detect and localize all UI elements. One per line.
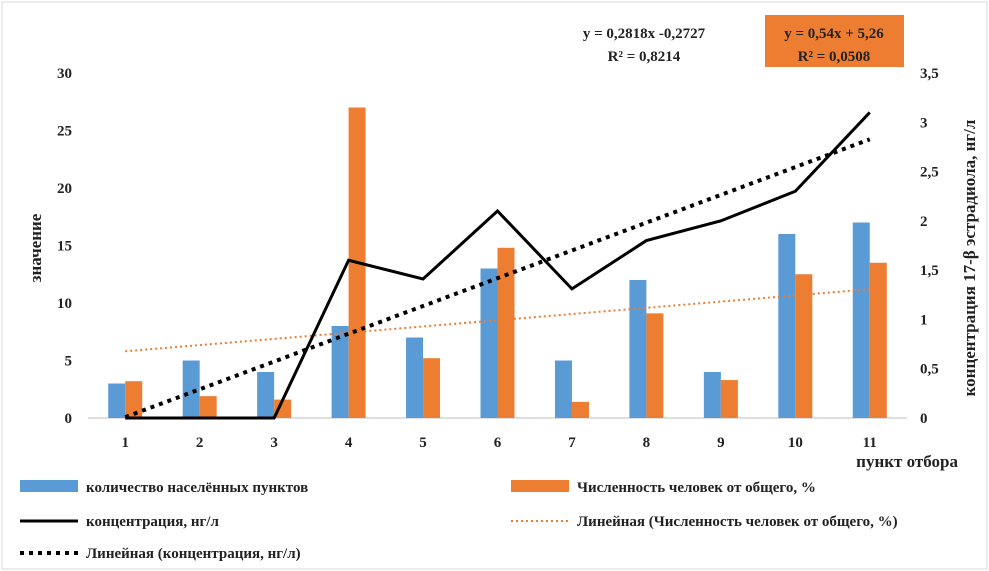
legend-label: Линейная (концентрация, нг/л)	[86, 546, 301, 562]
legend-label: Численность человек от общего, %	[577, 480, 816, 496]
y-tick-label: 20	[57, 181, 72, 197]
bar-population	[497, 247, 515, 418]
bar-population	[423, 358, 441, 418]
y2-tick-label: 3	[920, 115, 928, 131]
legend-swatch	[511, 480, 569, 492]
x-tick-label: 3	[270, 435, 278, 451]
x-tick-label: 2	[196, 435, 204, 451]
bar-settlements	[554, 360, 572, 418]
legend-swatch	[20, 480, 78, 492]
bar-settlements	[703, 372, 721, 418]
y2-axis-title: концентрация 17-β эстрадиола, нг/л	[960, 119, 979, 396]
x-tick-label: 10	[788, 435, 803, 451]
y-tick-label: 0	[65, 411, 73, 427]
y2-tick-label: 1	[920, 312, 928, 328]
bar-settlements	[331, 326, 349, 418]
bar-settlements	[108, 383, 126, 418]
y2-tick-label: 0	[920, 411, 928, 427]
x-tick-label: 6	[494, 435, 502, 451]
bar-settlements	[257, 372, 275, 418]
x-tick-label: 5	[419, 435, 427, 451]
y2-tick-label: 2,5	[920, 165, 939, 181]
y-tick-label: 15	[57, 239, 72, 255]
legend-label: количество населённых пунктов	[86, 480, 308, 496]
bar-population	[199, 396, 217, 418]
bar-population	[125, 381, 143, 418]
x-tick-label: 7	[568, 435, 576, 451]
bar-population	[571, 401, 589, 418]
y-tick-label: 30	[57, 66, 72, 82]
bar-settlements	[480, 268, 498, 418]
bar-population	[720, 380, 738, 418]
bar-settlements	[778, 234, 796, 418]
x-axis-title: пункт отбора	[856, 452, 958, 471]
r2-concentration: R² = 0,8214	[608, 49, 681, 65]
bar-population	[869, 262, 887, 418]
bar-settlements	[182, 360, 200, 418]
y2-tick-label: 3,5	[920, 66, 939, 82]
y-tick-label: 10	[57, 296, 72, 312]
y2-tick-label: 2	[920, 214, 928, 230]
bar-population	[795, 274, 813, 418]
x-tick-label: 1	[121, 435, 129, 451]
equation-population-box	[765, 15, 904, 67]
y-tick-label: 5	[65, 354, 73, 370]
bar-settlements	[629, 280, 647, 418]
x-tick-label: 9	[717, 435, 725, 451]
x-tick-label: 11	[863, 435, 877, 451]
equation-concentration: y = 0,2818x -0,2727	[583, 26, 706, 42]
bar-population	[274, 399, 292, 418]
y-tick-label: 25	[57, 124, 72, 140]
y2-tick-label: 1,5	[920, 263, 939, 279]
x-tick-label: 8	[643, 435, 651, 451]
concentration-line	[125, 111, 871, 420]
legend-label: Линейная (Численность человек от общего,…	[577, 514, 898, 530]
y2-tick-label: 0,5	[920, 362, 939, 378]
bar-settlements	[852, 222, 870, 418]
legend-label: концентрация, нг/л	[86, 514, 219, 530]
bar-settlements	[406, 337, 424, 418]
x-tick-label: 4	[345, 435, 353, 451]
bar-population	[646, 313, 664, 418]
trendline-concentration	[124, 137, 871, 419]
y-axis-title: значение	[26, 213, 45, 282]
r2-population: R² = 0,0508	[798, 49, 871, 65]
equation-population: y = 0,54x + 5,26	[784, 26, 884, 42]
